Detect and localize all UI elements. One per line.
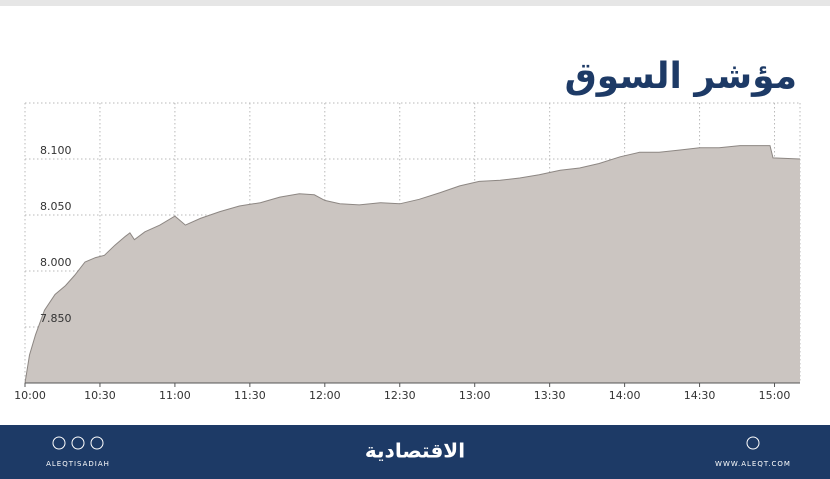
x-tick-label: 11:00 — [159, 389, 191, 402]
y-tick-label: 8.050 — [40, 200, 72, 213]
chart-title: مؤشر السوق — [565, 56, 797, 97]
icon-facebook — [71, 436, 85, 450]
x-tick-label: 13:00 — [459, 389, 491, 402]
x-tick-label: 10:00 — [14, 389, 46, 402]
top-bar — [0, 0, 830, 6]
icon-web — [746, 436, 760, 450]
social-icons — [52, 436, 760, 450]
x-tick-label: 14:00 — [609, 389, 641, 402]
footer-website: WWW.ALEQT.COM — [715, 460, 791, 468]
footer-handle: ALEQTISADIAH — [46, 460, 110, 468]
x-tick-label: 12:00 — [309, 389, 341, 402]
footer-brand: الاقتصادية — [365, 439, 465, 463]
x-tick-label: 10:30 — [84, 389, 116, 402]
x-tick-label: 12:30 — [384, 389, 416, 402]
x-tick-label: 14:30 — [684, 389, 716, 402]
footer-bar — [0, 425, 830, 479]
x-tick-label: 13:30 — [534, 389, 566, 402]
plot: 7.850 8.000 8.050 8.100 10:00 10:30 11:00 11:30… — [14, 102, 801, 402]
line — [24, 145, 801, 384]
x-tick-label: 11:30 — [234, 389, 266, 402]
icon-twitter — [90, 436, 104, 450]
icon-instagram — [52, 436, 66, 450]
area — [25, 145, 800, 383]
x-tick-label: 15:00 — [759, 389, 791, 402]
y-tick-label: 8.000 — [40, 256, 72, 269]
y-tick-label: 7.850 — [40, 312, 72, 325]
y-tick-label: 8.100 — [40, 144, 72, 157]
